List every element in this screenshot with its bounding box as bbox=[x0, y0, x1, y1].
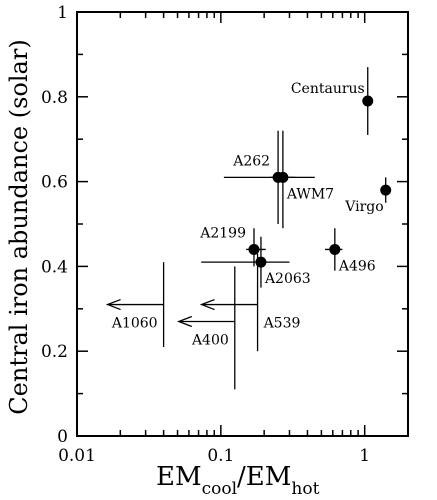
data-point-centaurus bbox=[362, 95, 374, 107]
point-label-a539: A539 bbox=[263, 316, 301, 332]
point-label-a400: A400 bbox=[191, 333, 229, 349]
y-tick-label: 0.8 bbox=[41, 88, 68, 108]
arrow-head-a1060 bbox=[105, 298, 121, 311]
x-axis-title-sub1: cool bbox=[202, 479, 237, 499]
y-axis-title: Central iron abundance (solar) bbox=[5, 39, 33, 414]
x-axis-title: EMcool/EMhot bbox=[156, 462, 320, 499]
point-label-a496: A496 bbox=[338, 258, 376, 274]
y-tick-label: 0.4 bbox=[41, 257, 68, 277]
y-tick-label: 0.6 bbox=[41, 173, 68, 193]
point-label-awm7: AWM7 bbox=[286, 186, 334, 202]
x-axis-title-em2: /EM bbox=[237, 462, 291, 492]
x-tick-label: 0.1 bbox=[207, 446, 234, 466]
x-tick-label: 1 bbox=[359, 446, 370, 466]
x-axis-title-sub2: hot bbox=[291, 479, 319, 499]
plot-frame bbox=[76, 11, 409, 437]
x-axis-title-em1: EM bbox=[156, 462, 202, 492]
point-label-a1060: A1060 bbox=[111, 316, 158, 332]
arrow-head-a400 bbox=[176, 315, 193, 328]
point-label-a2199: A2199 bbox=[199, 225, 246, 241]
x-tick-label: 0.01 bbox=[58, 446, 96, 466]
data-point-a2199 bbox=[248, 243, 260, 255]
y-tick-label: 1 bbox=[57, 3, 68, 23]
point-label-virgo: Virgo bbox=[344, 199, 383, 215]
y-tick-label: 0.2 bbox=[41, 342, 68, 362]
point-label-centaurus: Centaurus bbox=[291, 81, 365, 97]
point-label-a262: A262 bbox=[232, 153, 270, 169]
data-point-awm7 bbox=[277, 171, 289, 183]
point-label-a2063: A2063 bbox=[264, 271, 311, 287]
arrow-head-a539 bbox=[199, 298, 215, 311]
y-tick-label: 0 bbox=[57, 427, 68, 447]
data-point-virgo bbox=[380, 184, 392, 196]
data-point-a496 bbox=[329, 243, 341, 255]
